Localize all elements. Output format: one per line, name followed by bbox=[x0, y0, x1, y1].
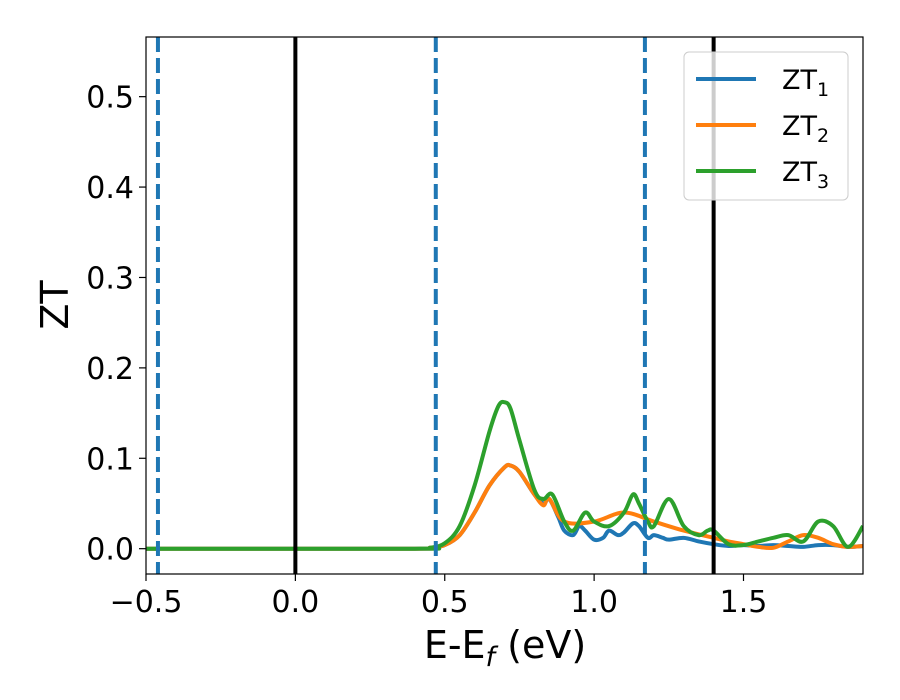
y-tick-label: 0.2 bbox=[86, 352, 134, 387]
legend-label-zt3: ZT3 bbox=[782, 157, 829, 193]
y-axis-title: ZT bbox=[33, 280, 77, 330]
x-tick-label: 1.5 bbox=[720, 585, 768, 620]
y-tick-label: 0.3 bbox=[86, 261, 134, 296]
y-axis-ticks: 0.0 0.1 0.2 0.3 0.4 0.5 bbox=[86, 81, 146, 568]
x-tick-label: 0.5 bbox=[421, 585, 469, 620]
y-tick-label: 0.5 bbox=[86, 81, 134, 116]
y-tick-label: 0.1 bbox=[86, 442, 134, 477]
series-layer bbox=[146, 399, 863, 551]
plot-frame bbox=[145, 36, 864, 575]
y-tick-label: 0.4 bbox=[86, 171, 134, 206]
legend-box bbox=[683, 51, 849, 201]
x-axis-ticks: −0.5 0.0 0.5 1.0 1.5 bbox=[110, 574, 768, 620]
x-tick-label: −0.5 bbox=[110, 585, 183, 620]
series-line-zt3 bbox=[146, 399, 863, 551]
x-tick-label: 0.0 bbox=[272, 585, 320, 620]
legend-label-zt1: ZT1 bbox=[782, 65, 829, 101]
legend-label-zt2: ZT2 bbox=[782, 111, 829, 147]
x-axis-title: E-Ef (eV) bbox=[424, 623, 586, 673]
x-tick-label: 1.0 bbox=[570, 585, 618, 620]
axes-frame bbox=[145, 36, 864, 575]
legend: ZT1 ZT2 ZT3 bbox=[683, 51, 849, 201]
y-tick-label: 0.0 bbox=[86, 533, 134, 568]
